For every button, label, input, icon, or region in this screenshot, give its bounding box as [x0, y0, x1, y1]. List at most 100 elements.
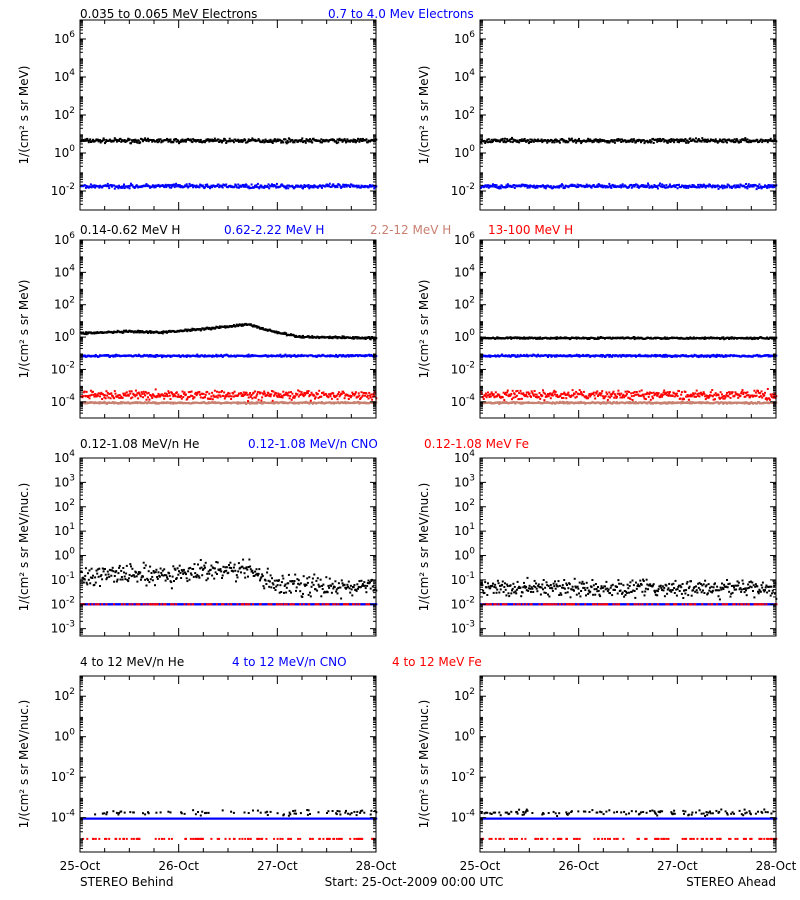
data-point [254, 402, 257, 405]
data-point [112, 401, 115, 404]
data-point [121, 186, 124, 189]
data-point [354, 391, 357, 394]
data-point [268, 328, 271, 331]
data-point [191, 183, 194, 186]
data-point [292, 396, 295, 399]
data-point [123, 187, 126, 190]
data-point [261, 141, 264, 144]
data-point [558, 141, 561, 144]
data-point [316, 186, 319, 189]
data-point [256, 391, 259, 394]
data-point [216, 185, 218, 187]
data-point [579, 139, 582, 142]
data-point [89, 185, 92, 188]
data-point [280, 141, 283, 144]
data-point [661, 355, 664, 358]
data-point [735, 139, 738, 142]
data-point [535, 186, 537, 189]
data-point [167, 390, 170, 393]
data-point [253, 396, 256, 399]
data-point [84, 395, 87, 398]
data-point [113, 139, 116, 142]
data-point [204, 328, 207, 331]
data-point [267, 183, 270, 186]
data-point [301, 137, 304, 140]
data-point [137, 330, 140, 332]
data-point [240, 140, 242, 143]
data-point [161, 330, 163, 333]
data-point [211, 140, 214, 143]
legend-entry: 0.62-2.22 MeV H [224, 223, 324, 237]
data-point [725, 139, 728, 142]
data-point [520, 402, 523, 405]
data-point [718, 140, 721, 143]
data-point [209, 327, 211, 330]
data-point [240, 394, 243, 397]
data-point [480, 141, 482, 144]
data-point [235, 401, 238, 404]
data-point [168, 186, 171, 189]
data-point [582, 184, 585, 187]
data-point [179, 141, 182, 144]
data-point [309, 186, 311, 189]
data-point [361, 140, 364, 142]
data-point [204, 141, 206, 144]
data-point [358, 140, 361, 143]
data-point [160, 332, 163, 334]
data-point [751, 185, 754, 188]
data-point [330, 185, 333, 188]
data-point [768, 354, 771, 357]
data-point [113, 390, 116, 393]
data-point [161, 356, 163, 359]
data-point [226, 393, 229, 396]
data-point [169, 356, 172, 358]
data-point [304, 140, 307, 143]
data-point [365, 392, 368, 395]
data-point [117, 394, 120, 397]
data-point [697, 139, 700, 142]
data-point [370, 393, 373, 396]
data-point [360, 391, 363, 394]
data-point [185, 185, 187, 188]
data-point [200, 328, 203, 331]
data-point [516, 139, 519, 142]
data-point [282, 390, 285, 393]
data-point [547, 139, 549, 142]
data-point [599, 184, 602, 187]
data-point [502, 141, 505, 144]
data-point [156, 141, 159, 144]
data-point [151, 140, 154, 143]
data-point [678, 141, 680, 144]
data-point [599, 140, 602, 143]
data-point [113, 184, 116, 187]
data-point [185, 356, 188, 358]
data-point [242, 185, 245, 188]
data-point [669, 141, 672, 143]
data-point [299, 140, 302, 143]
data-point [560, 185, 563, 188]
data-point [271, 142, 274, 144]
data-point [294, 395, 297, 398]
data-point [589, 138, 592, 141]
data-point [735, 138, 738, 141]
data-point [484, 142, 487, 144]
data-point [199, 138, 202, 141]
data-point [242, 183, 245, 186]
data-point [530, 141, 532, 143]
data-point [273, 394, 276, 397]
data-point [745, 139, 747, 142]
data-point [753, 336, 756, 339]
data-point [331, 337, 334, 340]
data-point [619, 138, 622, 141]
data-point [120, 186, 123, 189]
data-point [213, 401, 216, 404]
series-0 [80, 322, 378, 341]
data-point [227, 391, 230, 394]
data-point [273, 402, 276, 405]
data-point [701, 137, 704, 140]
data-point [723, 138, 726, 141]
data-point [365, 138, 368, 141]
data-point [766, 186, 769, 189]
data-point [336, 398, 339, 401]
data-points [480, 336, 778, 405]
